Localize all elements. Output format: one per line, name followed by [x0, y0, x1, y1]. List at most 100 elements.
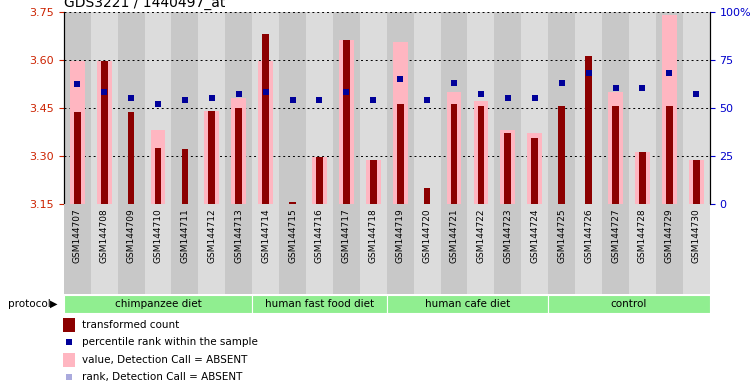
- Bar: [393, 42, 408, 204]
- Bar: [339, 40, 354, 204]
- Bar: [575, 204, 602, 294]
- Text: GSM144730: GSM144730: [692, 208, 701, 263]
- Text: GSM144708: GSM144708: [100, 208, 109, 263]
- Bar: [118, 12, 144, 204]
- Text: GSM144717: GSM144717: [342, 208, 351, 263]
- Bar: [494, 12, 521, 204]
- Bar: [64, 204, 91, 294]
- Bar: [360, 204, 387, 294]
- Text: GSM144721: GSM144721: [450, 208, 459, 263]
- Bar: [366, 160, 381, 204]
- Bar: [629, 12, 656, 204]
- Bar: [602, 12, 629, 204]
- Bar: [467, 204, 494, 294]
- Bar: [635, 152, 650, 204]
- Bar: [151, 130, 165, 204]
- Bar: [64, 295, 252, 313]
- Bar: [171, 204, 198, 294]
- Bar: [252, 295, 387, 313]
- Text: GSM144713: GSM144713: [234, 208, 243, 263]
- Bar: [467, 12, 494, 204]
- Bar: [629, 204, 656, 294]
- Bar: [128, 112, 134, 204]
- Bar: [333, 204, 360, 294]
- Text: GSM144711: GSM144711: [180, 208, 189, 263]
- Text: human cafe diet: human cafe diet: [425, 299, 510, 309]
- Text: GSM144728: GSM144728: [638, 208, 647, 263]
- Bar: [548, 295, 710, 313]
- Bar: [306, 12, 333, 204]
- Bar: [209, 111, 216, 204]
- Bar: [656, 12, 683, 204]
- Text: GSM144716: GSM144716: [315, 208, 324, 263]
- Bar: [312, 157, 327, 204]
- Text: GSM144710: GSM144710: [153, 208, 162, 263]
- Bar: [198, 204, 225, 294]
- Bar: [532, 138, 538, 204]
- Bar: [262, 34, 269, 204]
- Bar: [500, 130, 515, 204]
- Bar: [585, 56, 592, 204]
- Bar: [155, 147, 161, 204]
- Bar: [258, 61, 273, 204]
- Bar: [478, 106, 484, 204]
- Bar: [558, 106, 565, 204]
- Bar: [662, 15, 677, 204]
- Bar: [494, 204, 521, 294]
- Bar: [656, 204, 683, 294]
- Text: GSM144726: GSM144726: [584, 208, 593, 263]
- Bar: [521, 204, 548, 294]
- Bar: [612, 106, 619, 204]
- Bar: [370, 160, 377, 204]
- Bar: [441, 12, 467, 204]
- Bar: [424, 187, 430, 204]
- Text: ▶: ▶: [50, 299, 58, 309]
- Bar: [387, 12, 414, 204]
- Bar: [602, 204, 629, 294]
- Bar: [387, 295, 548, 313]
- Bar: [505, 133, 511, 204]
- Text: percentile rank within the sample: percentile rank within the sample: [83, 337, 258, 348]
- Bar: [91, 12, 118, 204]
- Bar: [252, 204, 279, 294]
- Text: GSM144718: GSM144718: [369, 208, 378, 263]
- Text: GSM144712: GSM144712: [207, 208, 216, 263]
- Bar: [225, 12, 252, 204]
- Bar: [198, 12, 225, 204]
- Bar: [306, 204, 333, 294]
- Bar: [474, 101, 488, 204]
- Bar: [144, 204, 171, 294]
- Bar: [414, 204, 441, 294]
- Bar: [316, 157, 323, 204]
- Bar: [70, 61, 85, 204]
- Bar: [414, 12, 441, 204]
- Text: human fast food diet: human fast food diet: [265, 299, 374, 309]
- Bar: [683, 12, 710, 204]
- Bar: [63, 318, 74, 332]
- Text: GSM144727: GSM144727: [611, 208, 620, 263]
- Bar: [451, 104, 457, 204]
- Bar: [204, 111, 219, 204]
- Text: GSM144724: GSM144724: [530, 208, 539, 263]
- Bar: [343, 40, 350, 204]
- Bar: [91, 204, 118, 294]
- Bar: [279, 204, 306, 294]
- Bar: [333, 12, 360, 204]
- Bar: [548, 204, 575, 294]
- Bar: [118, 204, 144, 294]
- Text: GSM144714: GSM144714: [261, 208, 270, 263]
- Bar: [279, 12, 306, 204]
- Bar: [666, 106, 673, 204]
- Bar: [689, 160, 704, 204]
- Bar: [548, 12, 575, 204]
- Bar: [608, 91, 623, 204]
- Bar: [182, 149, 189, 204]
- Bar: [101, 61, 107, 204]
- Text: GSM144723: GSM144723: [503, 208, 512, 263]
- Text: chimpanzee diet: chimpanzee diet: [115, 299, 201, 309]
- Text: GSM144715: GSM144715: [288, 208, 297, 263]
- Bar: [639, 152, 646, 204]
- Bar: [527, 133, 542, 204]
- Bar: [387, 204, 414, 294]
- Bar: [397, 104, 403, 204]
